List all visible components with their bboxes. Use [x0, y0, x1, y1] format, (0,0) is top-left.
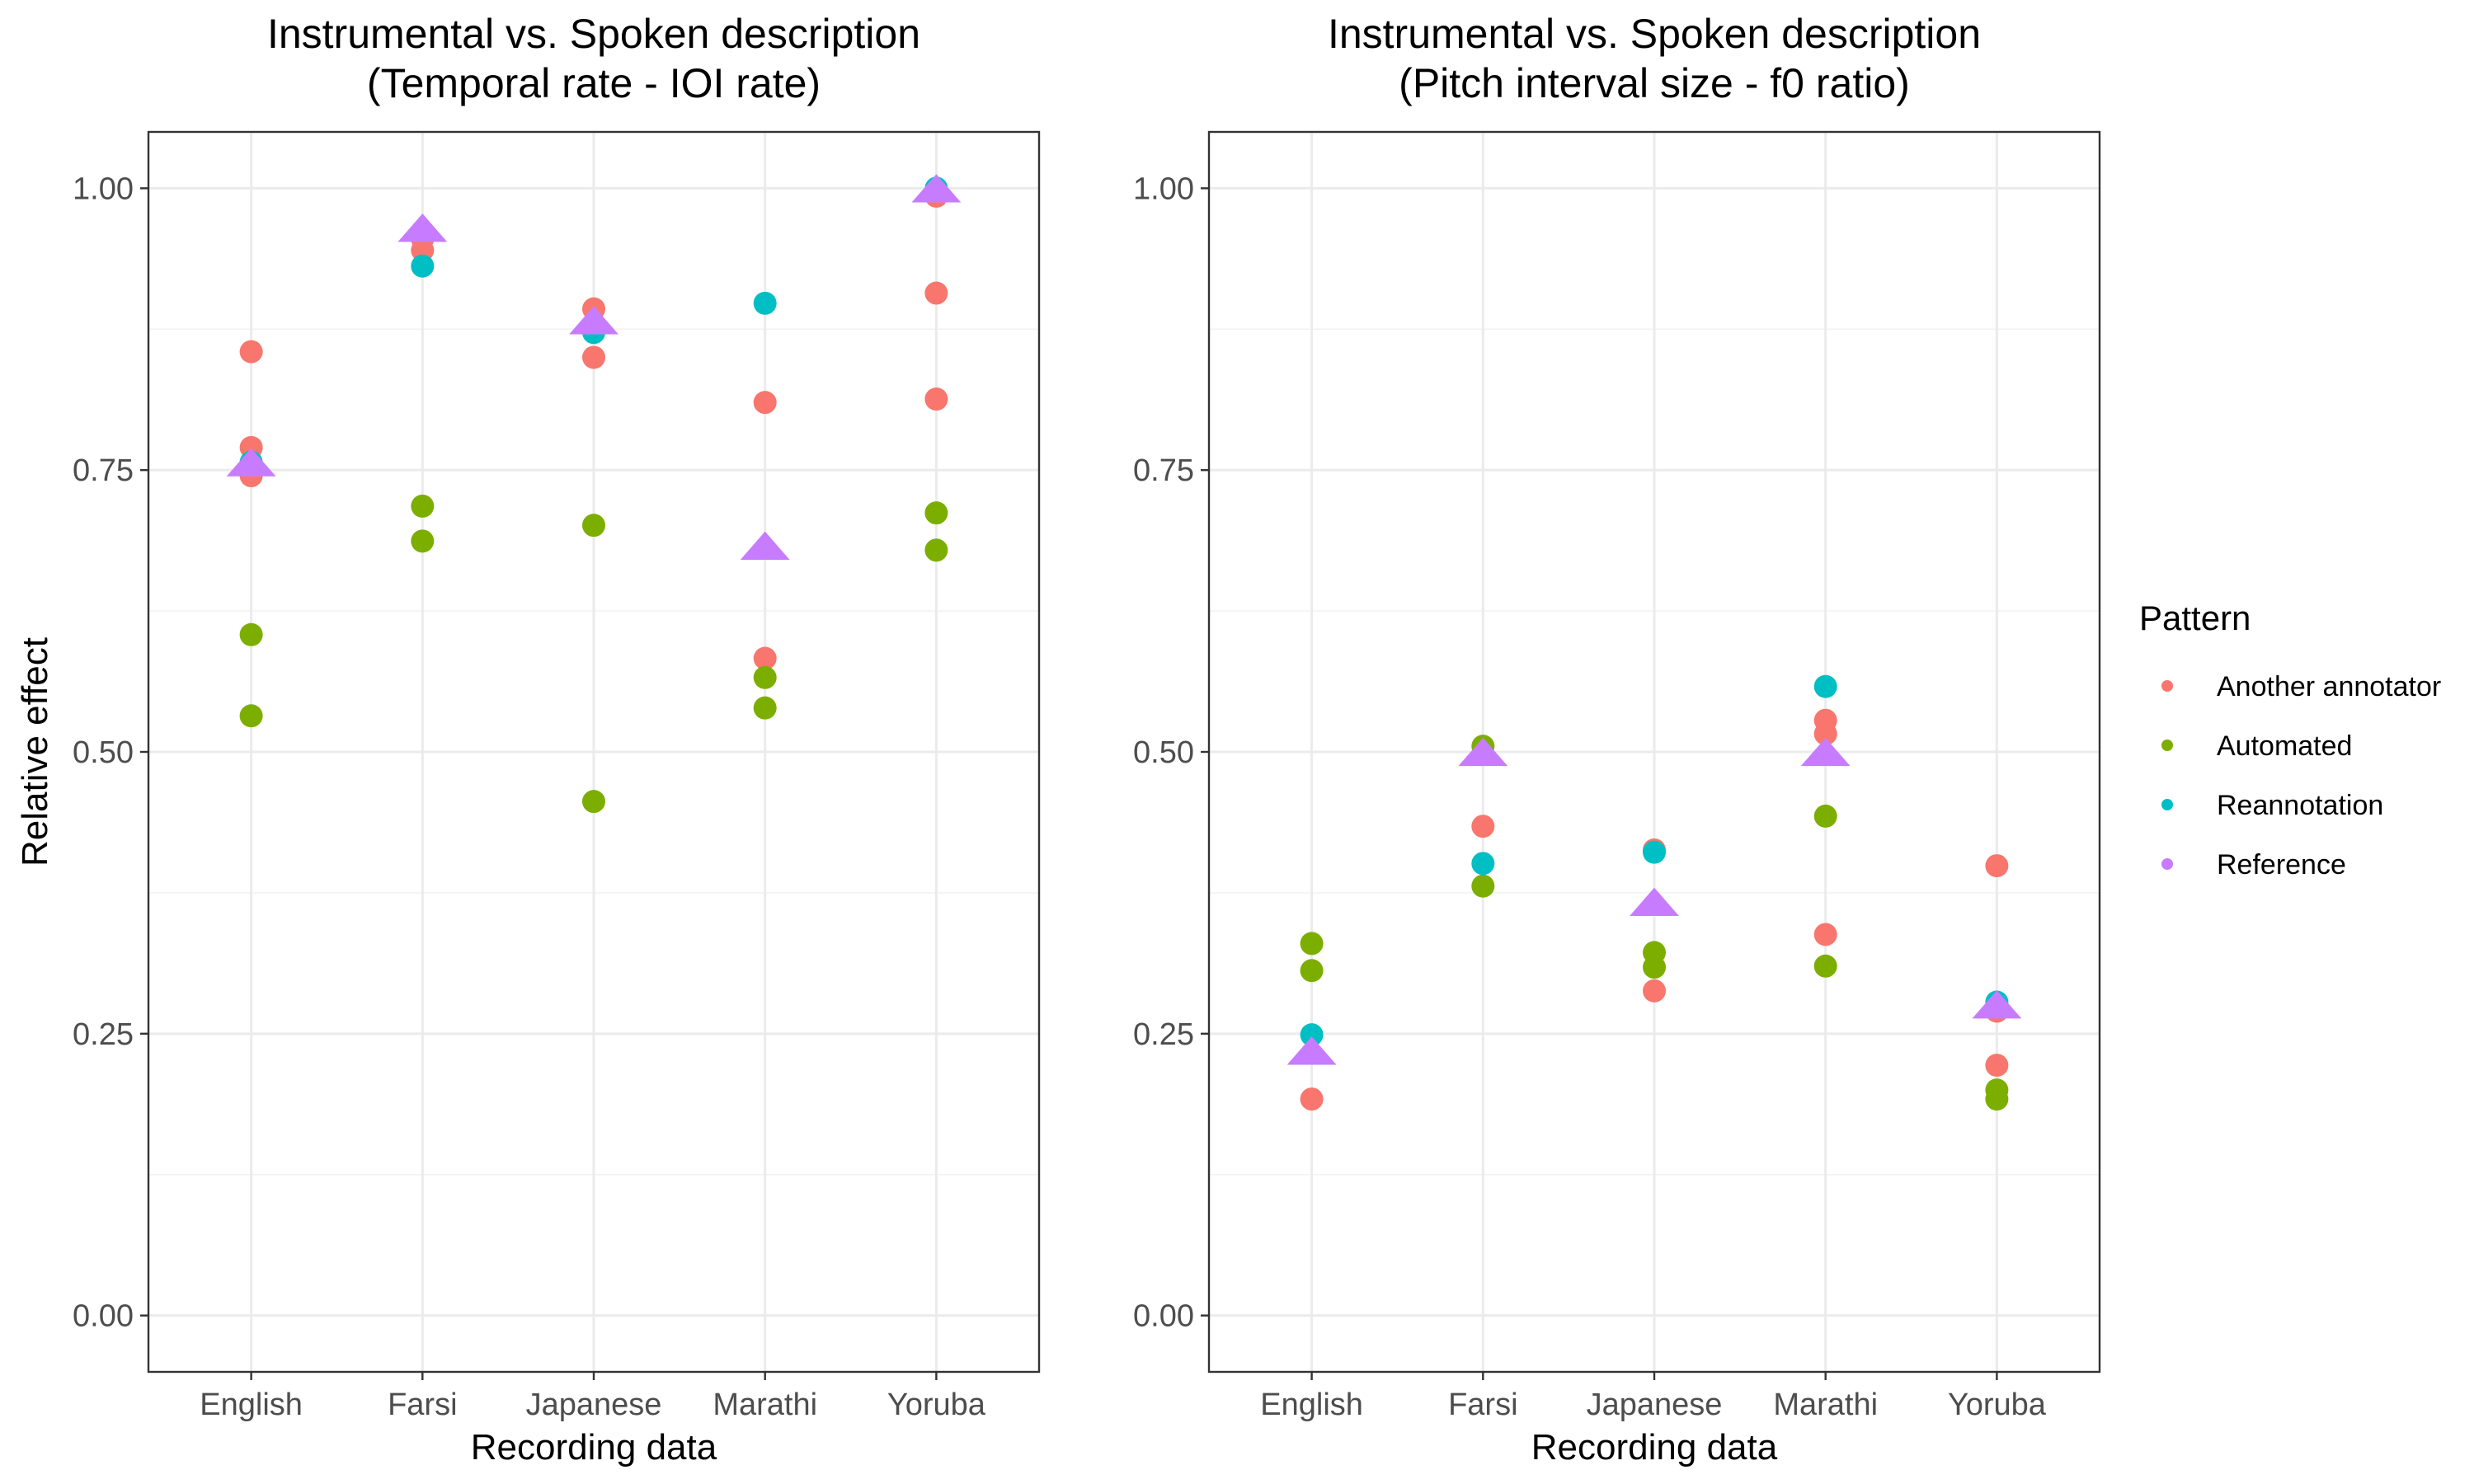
x-tick-label: Farsi [388, 1388, 457, 1422]
data-point-another-annotator [753, 391, 777, 415]
data-point-another-annotator [1985, 854, 2009, 878]
data-point-reannotation [411, 254, 435, 278]
y-tick-label: 0.75 [73, 453, 134, 488]
data-point-automated [239, 704, 263, 728]
data-point-automated [582, 514, 605, 538]
chart-title-line-1: Instrumental vs. Spoken description [267, 11, 920, 57]
legend-label: Reference [2217, 849, 2346, 881]
data-point-automated [411, 529, 435, 553]
data-point-automated [582, 790, 605, 814]
data-point-another-annotator [1300, 1087, 1324, 1111]
x-tick-label: English [1260, 1388, 1363, 1422]
x-tick-label: Yoruba [1948, 1388, 2047, 1422]
y-tick-label: 0.00 [73, 1299, 134, 1334]
data-point-another-annotator [924, 281, 948, 305]
left-panel: Instrumental vs. Spoken description(Temp… [15, 11, 1041, 1468]
chart-title-line-2: (Pitch interval size - f0 ratio) [1399, 60, 1910, 106]
legend-title: Pattern [2139, 599, 2251, 637]
data-point-reannotation [1471, 852, 1495, 876]
data-point-reference [569, 306, 618, 335]
data-point-reference [1800, 737, 1851, 767]
data-point-reference [1458, 737, 1508, 767]
legend: Pattern Another annotator Automated Reannot… [2139, 599, 2441, 881]
data-point-automated [1813, 954, 1837, 978]
data-point-reannotation [1643, 840, 1666, 864]
x-tick-label: Japanese [1587, 1388, 1723, 1422]
x-tick-label: Farsi [1448, 1388, 1517, 1422]
data-point-another-annotator [1643, 979, 1666, 1003]
data-point-another-annotator [411, 238, 435, 262]
data-point-automated [411, 494, 435, 518]
data-point-another-annotator [582, 345, 605, 369]
data-point-reference [397, 214, 448, 242]
data-point-another-annotator [924, 387, 948, 411]
data-point-automated [1985, 1087, 2009, 1111]
data-point-automated [1813, 804, 1837, 828]
data-point-reannotation [1300, 1023, 1324, 1047]
data-point-automated [924, 501, 948, 525]
data-point-reference [226, 448, 276, 477]
x-tick-label: Japanese [526, 1388, 662, 1422]
x-tick-label: Marathi [1773, 1388, 1878, 1422]
data-point-automated [1300, 959, 1324, 983]
data-point-reference [911, 174, 962, 203]
y-tick-label: 0.00 [1133, 1299, 1194, 1334]
legend-key-reference [2161, 858, 2173, 870]
y-tick-label: 1.00 [1133, 171, 1194, 206]
data-point-another-annotator [1813, 923, 1837, 946]
y-tick-label: 1.00 [73, 171, 134, 206]
x-axis-title: Recording data [471, 1427, 717, 1468]
data-point-reference [1630, 887, 1679, 917]
legend-label: Reannotation [2217, 790, 2383, 821]
data-point-automated [239, 622, 263, 646]
data-point-automated [924, 538, 948, 562]
right-panel: Instrumental vs. Spoken description(Pitc… [1133, 11, 2101, 1468]
y-axis-title: Relative effect [15, 637, 55, 866]
data-point-reference [1286, 1036, 1337, 1065]
legend-label: Another annotator [2217, 671, 2441, 702]
data-point-automated [1471, 874, 1495, 898]
x-axis-title: Recording data [1531, 1427, 1778, 1468]
data-point-automated [1300, 932, 1324, 956]
y-tick-label: 0.50 [1133, 735, 1194, 770]
legend-key-automated [2161, 740, 2173, 751]
data-point-reannotation [753, 291, 777, 315]
data-point-reference [1972, 990, 2022, 1019]
chart-title-line-1: Instrumental vs. Spoken description [1328, 11, 1981, 57]
x-tick-label: English [200, 1388, 303, 1422]
data-point-reannotation [1813, 674, 1837, 698]
data-point-automated [753, 696, 777, 720]
data-point-another-annotator [1471, 815, 1495, 838]
data-point-another-annotator [753, 646, 777, 670]
x-tick-label: Marathi [713, 1388, 817, 1422]
data-point-automated [753, 665, 777, 689]
data-point-another-annotator [1813, 722, 1837, 746]
legend-key-reannotation [2161, 799, 2173, 810]
chart-title-line-2: (Temporal rate - IOI rate) [367, 60, 821, 106]
y-tick-label: 0.25 [73, 1017, 134, 1052]
data-point-automated [1643, 956, 1666, 979]
y-tick-label: 0.75 [1133, 453, 1194, 488]
data-point-another-annotator [1985, 1054, 2009, 1078]
legend-key-another-annotator [2161, 680, 2173, 692]
y-tick-label: 0.25 [1133, 1017, 1194, 1052]
data-point-another-annotator [239, 340, 263, 364]
y-tick-label: 0.50 [73, 735, 134, 770]
x-tick-label: Yoruba [887, 1388, 986, 1422]
legend-label: Automated [2217, 730, 2352, 762]
data-point-reference [740, 531, 790, 560]
